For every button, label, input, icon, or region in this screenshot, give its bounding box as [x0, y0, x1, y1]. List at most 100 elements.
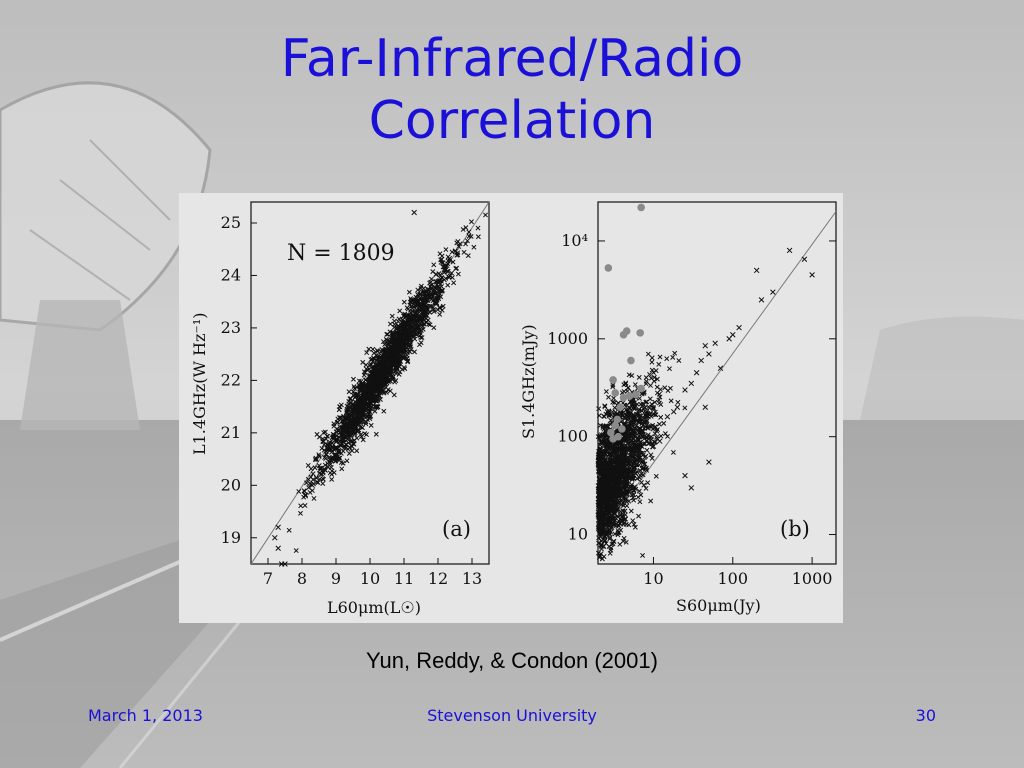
scatter-point	[408, 347, 414, 352]
y-tick-label: 25	[221, 213, 241, 232]
scatter-point	[736, 324, 742, 331]
scatter-point	[334, 426, 340, 432]
scatter-point	[609, 504, 615, 510]
scatter-point	[354, 448, 360, 454]
scatter-point	[445, 254, 451, 260]
panel-b-fit-line	[597, 211, 837, 540]
scatter-point	[706, 351, 712, 357]
scatter-point	[465, 253, 471, 259]
scatter-point	[643, 453, 649, 459]
scatter-point	[443, 247, 449, 253]
scatter-point	[637, 499, 643, 505]
scatter-point	[483, 212, 488, 218]
scatter-point	[613, 451, 619, 457]
scatter-point	[407, 314, 413, 320]
scatter-point	[384, 331, 390, 337]
scatter-point	[619, 459, 625, 465]
scatter-point	[603, 476, 608, 482]
scatter-point	[331, 452, 337, 458]
scatter-point	[619, 498, 625, 504]
scatter-point	[629, 484, 635, 490]
scatter-point	[702, 404, 709, 410]
scatter-point	[435, 307, 441, 313]
scatter-point	[603, 389, 609, 395]
gray-dot-point	[604, 264, 613, 272]
scatter-point	[632, 524, 638, 530]
scatter-point	[389, 313, 395, 319]
scatter-point	[643, 485, 649, 491]
scatter-point	[631, 521, 637, 527]
scatter-point	[596, 554, 602, 560]
scatter-point	[413, 328, 419, 334]
scatter-point	[682, 387, 688, 393]
scatter-point	[354, 416, 360, 422]
scatter-point	[349, 448, 355, 454]
scatter-point	[657, 354, 663, 360]
scatter-point	[675, 399, 681, 405]
scatter-point	[373, 352, 379, 358]
scatter-point	[378, 385, 384, 391]
scatter-point	[656, 397, 662, 403]
scatter-point	[427, 309, 433, 315]
scatter-point	[364, 350, 370, 356]
scatter-point	[652, 399, 658, 405]
scatter-point	[370, 370, 376, 376]
scatter-point	[364, 414, 370, 420]
scatter-point	[644, 447, 650, 453]
scatter-point	[597, 515, 603, 521]
scatter-point	[432, 291, 438, 297]
scatter-point	[645, 351, 651, 357]
scatter-point	[786, 247, 793, 254]
scatter-point	[693, 369, 700, 376]
scatter-point	[638, 492, 644, 498]
scatter-point	[378, 349, 384, 355]
scatter-point	[676, 358, 682, 363]
scatter-point	[623, 443, 629, 448]
scatter-point	[604, 482, 610, 488]
scatter-point	[653, 368, 659, 374]
scatter-point	[616, 493, 622, 499]
scatter-point	[412, 349, 417, 355]
scatter-point	[627, 441, 633, 447]
scatter-point	[387, 329, 393, 335]
scatter-point	[633, 421, 638, 427]
scatter-point	[327, 446, 333, 452]
scatter-point	[433, 272, 439, 277]
scatter-point	[380, 388, 386, 393]
scatter-point	[348, 438, 354, 444]
scatter-point	[358, 424, 364, 430]
scatter-point	[608, 489, 614, 494]
scatter-point	[389, 334, 395, 340]
scatter-point	[622, 416, 628, 422]
scatter-point	[602, 534, 608, 539]
scatter-point	[599, 556, 605, 562]
scatter-point	[606, 394, 611, 400]
scatter-point	[656, 438, 663, 444]
scatter-point	[466, 233, 472, 239]
scatter-point	[598, 534, 604, 540]
scatter-point	[640, 401, 646, 407]
panel-b-label: (b)	[780, 517, 810, 541]
scatter-point	[615, 532, 621, 538]
scatter-point	[606, 516, 612, 522]
scatter-point	[607, 520, 613, 525]
scatter-point	[698, 357, 704, 364]
scatter-point	[631, 472, 637, 478]
scatter-point	[382, 371, 388, 377]
scatter-point	[618, 464, 624, 469]
scatter-point	[407, 349, 413, 355]
scatter-point	[350, 376, 356, 382]
scatter-point	[455, 250, 461, 256]
figure-background	[179, 193, 843, 623]
scatter-point	[350, 411, 356, 417]
scatter-point	[667, 385, 673, 391]
scatter-point	[380, 339, 386, 345]
scatter-point	[616, 499, 622, 505]
scatter-point	[348, 396, 354, 402]
scatter-point	[323, 456, 329, 462]
scatter-point	[357, 384, 363, 390]
scatter-point	[309, 488, 315, 494]
scatter-point	[596, 450, 602, 456]
scatter-point	[636, 488, 642, 494]
scatter-point	[305, 476, 311, 482]
